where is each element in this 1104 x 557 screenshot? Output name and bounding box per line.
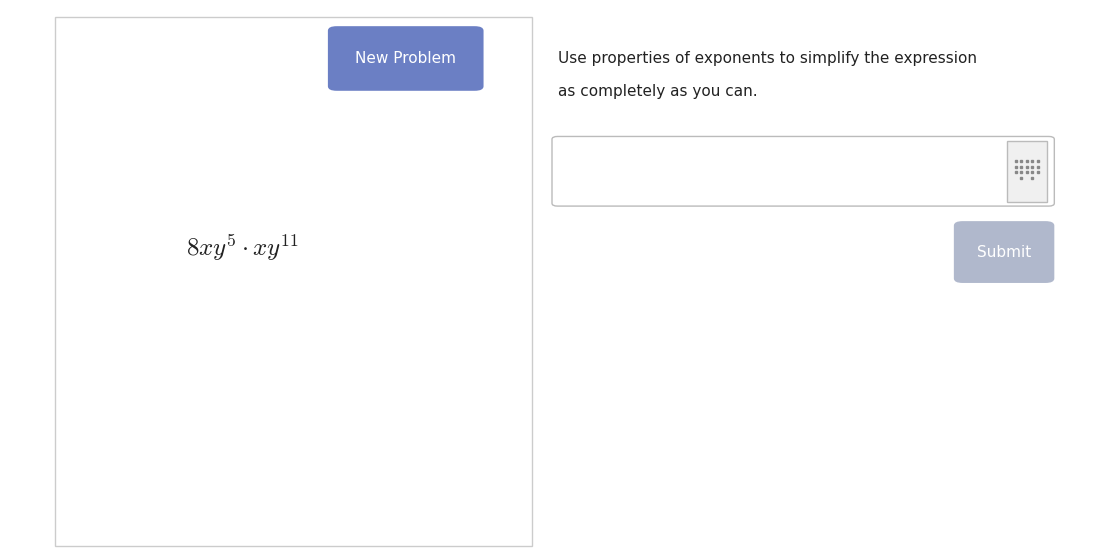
Text: Submit: Submit xyxy=(977,245,1031,260)
FancyBboxPatch shape xyxy=(1007,141,1047,202)
FancyBboxPatch shape xyxy=(328,26,484,91)
Text: $8xy^{5} \cdot xy^{11}$: $8xy^{5} \cdot xy^{11}$ xyxy=(187,232,299,263)
FancyBboxPatch shape xyxy=(55,17,532,546)
Text: as completely as you can.: as completely as you can. xyxy=(558,85,757,99)
FancyBboxPatch shape xyxy=(552,136,1054,206)
Text: Use properties of exponents to simplify the expression: Use properties of exponents to simplify … xyxy=(558,51,977,66)
Text: New Problem: New Problem xyxy=(355,51,456,66)
FancyBboxPatch shape xyxy=(954,221,1054,283)
